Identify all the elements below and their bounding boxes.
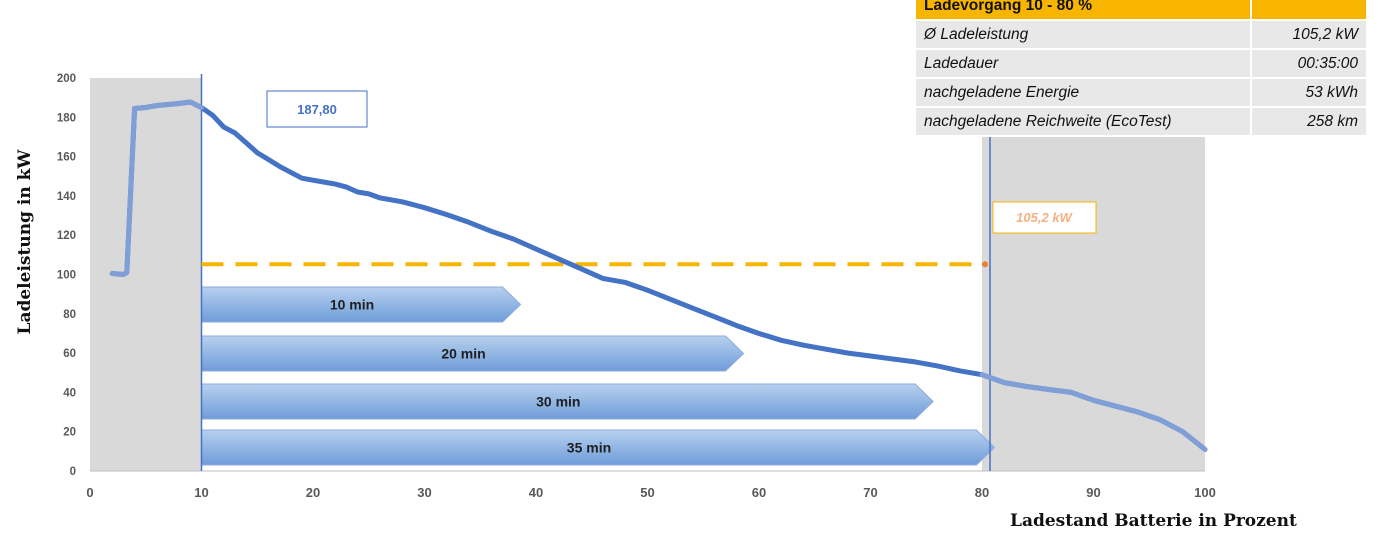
x-tick-label: 40	[529, 485, 543, 500]
summary-row: Ladedauer 00:35:00	[916, 49, 1367, 78]
summary-row: nachgeladene Reichweite (EcoTest) 258 km	[916, 107, 1367, 136]
x-tick-label: 30	[417, 485, 431, 500]
summary-header-empty	[1251, 0, 1367, 20]
summary-label: Ladedauer	[916, 49, 1251, 78]
x-tick-label: 60	[752, 485, 766, 500]
summary-label: nachgeladene Reichweite (EcoTest)	[916, 107, 1251, 136]
summary-header: Ladevorgang 10 - 80 %	[916, 0, 1251, 20]
y-tick-label: 100	[57, 270, 76, 282]
y-tick-label: 120	[57, 230, 76, 242]
duration-bar-label: 30 min	[536, 394, 580, 410]
average-power-label: 105,2 kW	[1016, 210, 1073, 225]
y-tick-label: 0	[70, 466, 76, 478]
summary-value: 53 kWh	[1251, 78, 1367, 107]
y-tick-label: 180	[57, 112, 76, 124]
y-axis-title: Ladeleistung in kW	[15, 92, 35, 392]
duration-bar-label: 20 min	[441, 346, 485, 362]
x-tick-label: 90	[1086, 485, 1100, 500]
summary-value: 258 km	[1251, 107, 1367, 136]
shaded-region	[90, 78, 202, 471]
y-tick-label: 160	[57, 152, 76, 164]
x-tick-label: 70	[863, 485, 877, 500]
charging-summary-table: Ladevorgang 10 - 80 % Ø Ladeleistung 105…	[916, 0, 1368, 137]
summary-row: Ø Ladeleistung 105,2 kW	[916, 20, 1367, 49]
average-power-endpoint	[982, 261, 988, 267]
x-tick-label: 100	[1194, 485, 1216, 500]
y-tick-label: 140	[57, 191, 76, 203]
summary-label: nachgeladene Energie	[916, 78, 1251, 107]
x-tick-label: 20	[306, 485, 320, 500]
summary-value: 00:35:00	[1251, 49, 1367, 78]
peak-power-label: 187,80	[297, 102, 337, 117]
x-tick-label: 0	[86, 485, 93, 500]
summary-row: nachgeladene Energie 53 kWh	[916, 78, 1367, 107]
duration-bar-label: 10 min	[330, 297, 374, 313]
summary-header-row: Ladevorgang 10 - 80 %	[916, 0, 1367, 20]
summary-label: Ø Ladeleistung	[916, 20, 1251, 49]
x-tick-label: 10	[194, 485, 208, 500]
x-tick-label: 80	[975, 485, 989, 500]
y-tick-label: 80	[63, 309, 76, 321]
summary-value: 105,2 kW	[1251, 20, 1367, 49]
x-tick-label: 50	[640, 485, 654, 500]
y-tick-label: 40	[63, 387, 76, 399]
duration-bar-label: 35 min	[567, 440, 611, 456]
y-tick-label: 200	[57, 73, 76, 85]
y-tick-label: 20	[63, 427, 76, 439]
x-axis-title: Ladestand Batterie in Prozent	[1010, 511, 1297, 531]
y-tick-label: 60	[63, 348, 76, 360]
